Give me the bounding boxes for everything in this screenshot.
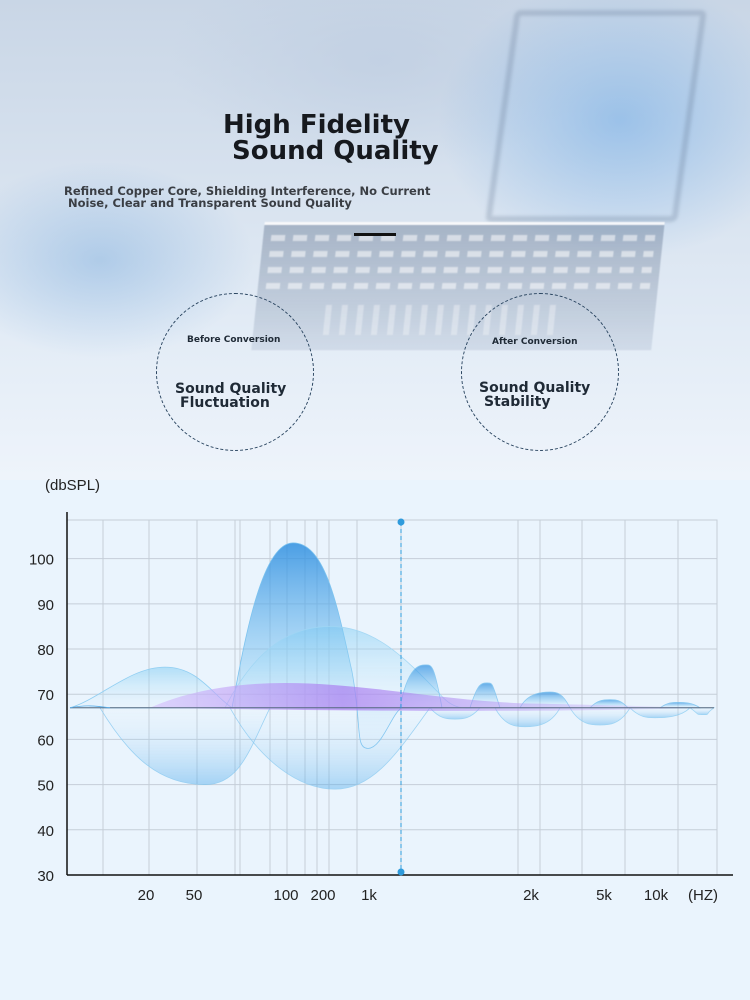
before-fluctuation-text: Fluctuation xyxy=(180,395,270,411)
y-tick-label: 50 xyxy=(37,778,54,795)
x-tick-label: 1k xyxy=(361,887,377,904)
x-tick-label: 5k xyxy=(596,887,612,904)
y-tick-label: 70 xyxy=(37,687,54,704)
x-tick-label: 50 xyxy=(186,887,203,904)
hero-background xyxy=(0,0,750,480)
frequency-response-chart: (dbSPL) 100 90 80 70 60 50 40 30 20 50 100 200 1k 2k 5k… xyxy=(29,477,733,904)
before-sound-quality-text: Sound Quality xyxy=(175,381,287,397)
marker-dot-bottom xyxy=(397,868,405,876)
wave-dip-centre xyxy=(229,707,431,790)
chart-labels: (dbSPL) 100 90 80 70 60 50 40 30 20 50 100 200 1k 2k 5k… xyxy=(29,477,718,904)
wave-ripple-up xyxy=(658,701,702,709)
y-tick-label: 30 xyxy=(37,868,54,885)
background-monitor xyxy=(485,10,707,222)
wave-lead-in xyxy=(69,705,111,709)
wave-ripple-down xyxy=(569,707,631,726)
title-divider xyxy=(354,233,396,236)
before-conversion-circle xyxy=(156,293,314,451)
wave-ripple-down xyxy=(494,707,561,728)
subtitle-line-2: Noise, Clear and Transparent Sound Quali… xyxy=(68,196,352,210)
y-tick-label: 60 xyxy=(37,732,54,749)
x-tick-label: 10k xyxy=(644,887,669,904)
after-sound-quality-text: Sound Quality xyxy=(479,380,591,396)
chart-marker xyxy=(397,518,405,876)
x-tick-label: 2k xyxy=(523,887,539,904)
wave-ripple-down xyxy=(688,707,716,715)
title-line-2: Sound Quality xyxy=(232,136,439,166)
x-tick-label: 100 xyxy=(273,887,298,904)
chart-waves xyxy=(69,542,716,790)
y-tick-label: 40 xyxy=(37,823,54,840)
x-tick-label: 20 xyxy=(138,887,155,904)
y-tick-label: 100 xyxy=(29,552,54,569)
after-conversion-label: After Conversion xyxy=(492,337,578,347)
y-tick-label: 90 xyxy=(37,597,54,614)
wave-ripple-down xyxy=(629,707,691,719)
title-line-1: High Fidelity xyxy=(223,110,410,140)
after-stability-text: Stability xyxy=(484,394,551,410)
after-conversion-circle xyxy=(461,293,619,451)
before-conversion-label: Before Conversion xyxy=(187,335,281,345)
marker-dot-top xyxy=(397,518,405,526)
x-tick-label: 200 xyxy=(310,887,335,904)
subtitle-line-1: Refined Copper Core, Shielding Interfere… xyxy=(64,184,431,198)
wave-purple-ribbon xyxy=(150,682,700,711)
y-tick-label: 80 xyxy=(37,642,54,659)
y-axis-label: (dbSPL) xyxy=(45,477,100,494)
x-axis-label: (HZ) xyxy=(688,887,718,904)
